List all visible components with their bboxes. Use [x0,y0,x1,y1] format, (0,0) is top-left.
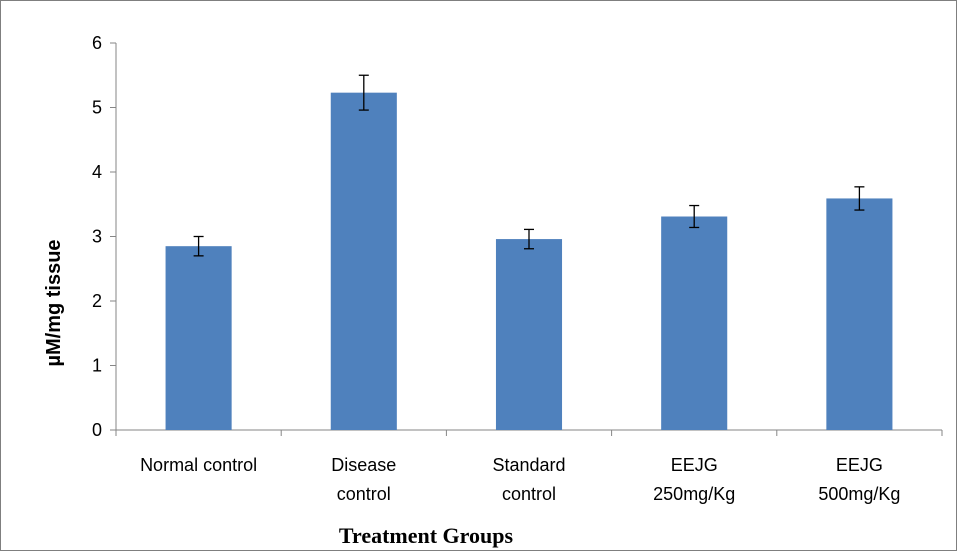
y-tick-label: 0 [92,420,102,440]
x-category-label: EEJG [836,455,883,475]
error-bar [193,235,204,257]
x-axis-label: Treatment Groups [339,523,514,548]
labels: 0 1 2 3 4 5 6 Normal control Disease control Stand… [92,33,900,504]
bar [826,198,893,430]
y-tick-label: 3 [92,227,102,247]
bar [165,246,232,430]
y-axis-label: µM/mg tissue [43,239,65,366]
bar [330,92,397,430]
x-category-label: EEJG [671,455,718,475]
x-category-label: Disease [331,455,396,475]
bar [661,216,728,430]
error-bar [854,186,865,211]
error-bar [524,228,534,250]
y-tick-label: 4 [92,162,102,182]
y-tick-label: 6 [92,33,102,53]
bar [495,239,563,430]
x-category-label: Normal control [140,455,257,475]
y-tick-label: 1 [92,356,102,376]
error-bar [689,204,700,229]
y-tick-label: 5 [92,98,102,118]
x-category-label: control [502,484,556,504]
x-category-label: 250mg/Kg [653,484,735,504]
x-category-label: control [337,484,391,504]
x-category-label: 500mg/Kg [818,484,900,504]
bars [165,92,893,430]
error-bar [358,74,369,111]
x-category-label: Standard [492,455,565,475]
error-bars [193,74,865,257]
y-tick-label: 2 [92,291,102,311]
